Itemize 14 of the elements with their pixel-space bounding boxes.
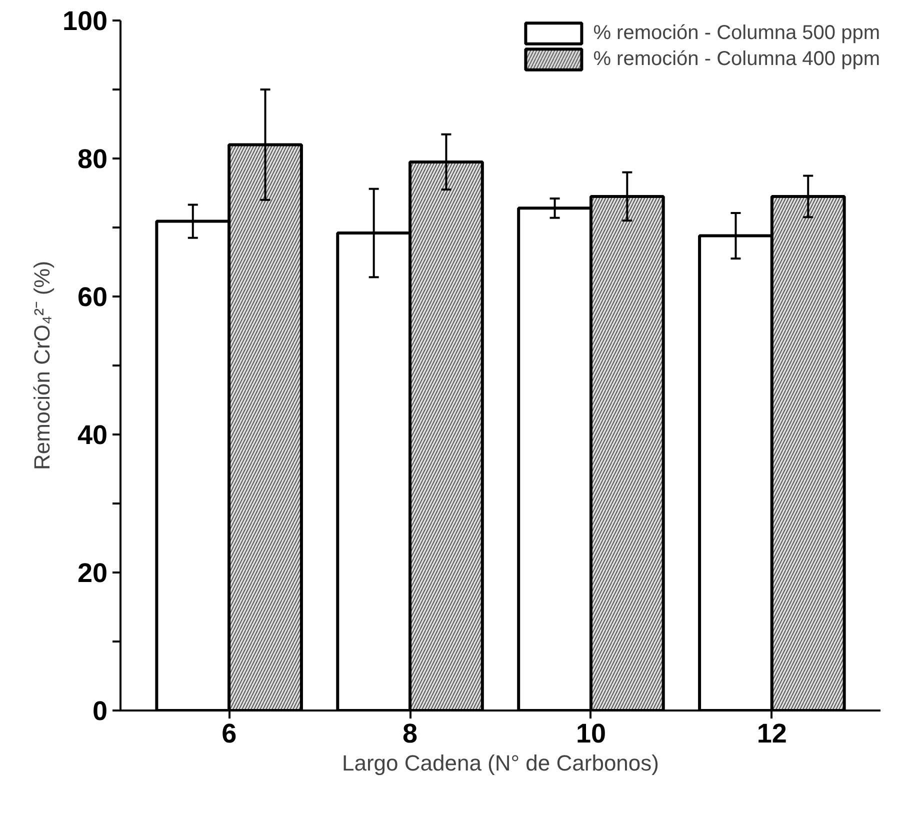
y-tick-label: 20	[77, 558, 108, 588]
y-axis-title: Remoción CrO₄²⁻ (%)	[29, 260, 54, 470]
y-tick-label: 80	[77, 144, 108, 174]
x-tick-label: 12	[756, 718, 787, 748]
x-axis-title: Largo Cadena (N° de Carbonos)	[342, 750, 659, 776]
x-tick-label: 8	[402, 718, 418, 748]
y-tick-label: 0	[92, 696, 108, 726]
y-tick-label: 40	[77, 420, 108, 450]
legend-label: % remoción - Columna 500 ppm	[593, 22, 880, 44]
y-tick-label: 100	[62, 6, 108, 36]
x-tick-label: 10	[576, 718, 606, 748]
x-tick-label: 6	[222, 718, 237, 748]
legend-label: % remoción - Columna 400 ppm	[593, 48, 880, 70]
y-tick-label: 60	[77, 282, 108, 312]
